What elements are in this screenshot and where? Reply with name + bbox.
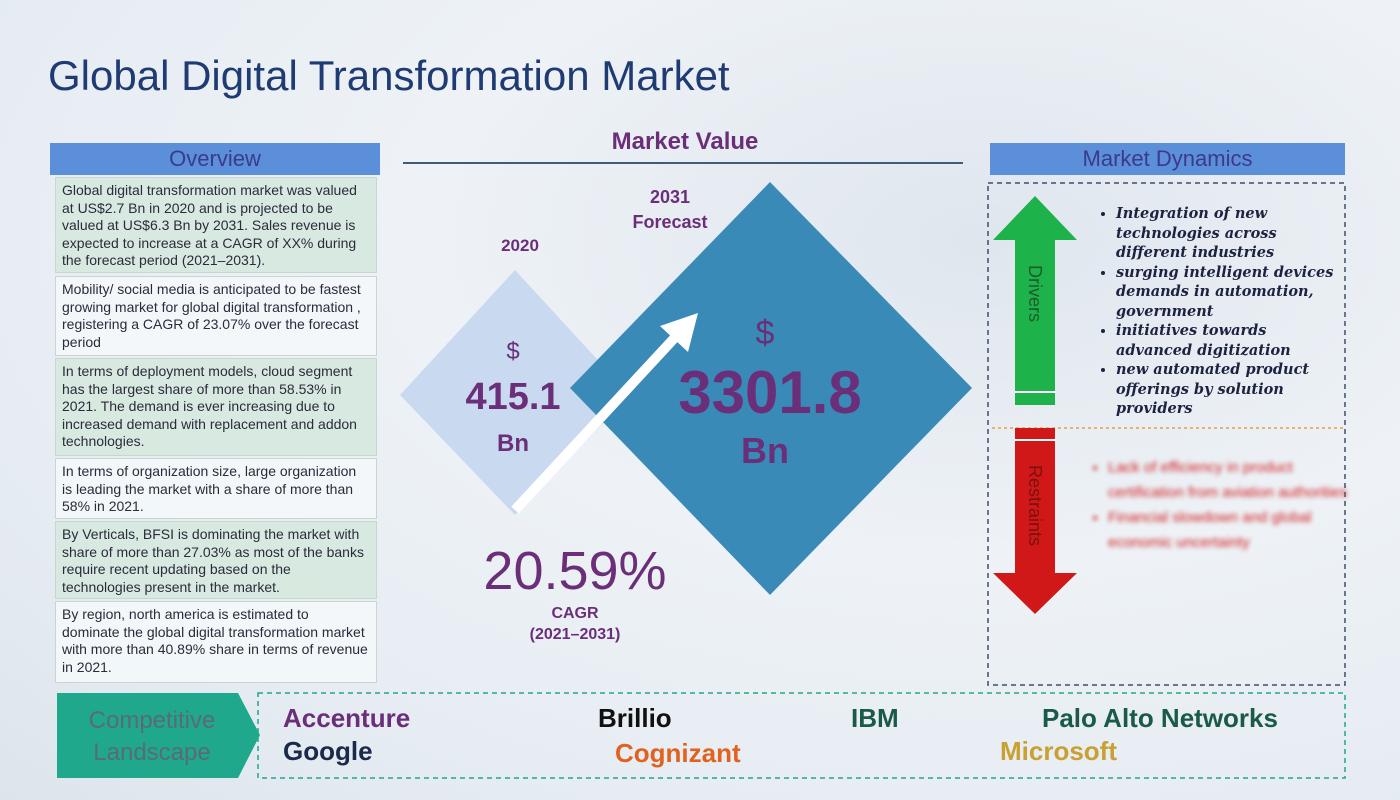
drivers-label: Drivers <box>1025 265 1045 322</box>
forecast-label: Forecast <box>632 212 708 232</box>
company: Accenture <box>283 703 411 733</box>
overview-item: By Verticals, BFSI is dominating the mar… <box>55 521 377 599</box>
competitive-tag <box>57 693 260 778</box>
unit: Bn <box>741 430 789 471</box>
value: 3301.8 <box>678 359 862 426</box>
overview-item: In terms of deployment models, cloud seg… <box>55 358 377 456</box>
cagr-value: 20.59% <box>483 541 667 601</box>
restraint: Lack of efficiency in product certificat… <box>1108 455 1348 505</box>
company: Cognizant <box>615 738 741 768</box>
restraints-arrow <box>993 428 1077 614</box>
restraint: Financial slowdown and global economic u… <box>1108 505 1348 555</box>
growth-arrow <box>511 328 684 514</box>
title: Global Digital Transformation Market <box>48 52 730 99</box>
overview-item: Mobility/ social media is anticipated to… <box>55 276 377 356</box>
year: 2031 <box>649 187 691 207</box>
competitors-box <box>257 692 1346 779</box>
overview-item: Global digital transformation market was… <box>55 177 377 273</box>
unit: Bn <box>497 430 529 457</box>
company: Microsoft <box>1000 736 1117 766</box>
diamond-2031 <box>570 182 972 595</box>
competitive-label: Competitive Landscape <box>88 707 216 766</box>
dynamics-box <box>987 182 1346 686</box>
driver: Integration of new technologies across d… <box>1116 204 1346 263</box>
restraints-label: Restraints <box>1025 465 1045 547</box>
driver: new automated product offerings by solut… <box>1116 360 1346 419</box>
cagr-label: CAGR <box>551 605 599 622</box>
company: IBM <box>851 703 899 733</box>
overview-item: By region, north america is estimated to… <box>55 601 377 683</box>
year: 2020 <box>501 236 539 255</box>
arrow-head <box>660 313 698 352</box>
cagr-period: (2021–2031) <box>529 626 621 643</box>
currency: $ <box>506 338 520 365</box>
company: Brillio <box>598 703 672 733</box>
driver: surging intelligent devices demands in a… <box>1116 263 1346 322</box>
dynamics-heading: Market Dynamics <box>990 143 1345 175</box>
company: Palo Alto Networks <box>1042 703 1278 733</box>
drivers-list: Integration of new technologies across d… <box>1096 204 1346 419</box>
currency: $ <box>755 314 775 352</box>
drivers-arrow <box>993 196 1077 405</box>
company: Google <box>283 736 373 766</box>
overview-heading: Overview <box>50 143 380 175</box>
restraints-list: Lack of efficiency in product certificat… <box>1088 455 1348 555</box>
market-value-heading: Market Value <box>611 128 759 155</box>
overview-item: In terms of organization size, large org… <box>55 458 377 519</box>
value: 415.1 <box>465 376 561 418</box>
driver: initiatives towards advanced digitizatio… <box>1116 321 1346 360</box>
